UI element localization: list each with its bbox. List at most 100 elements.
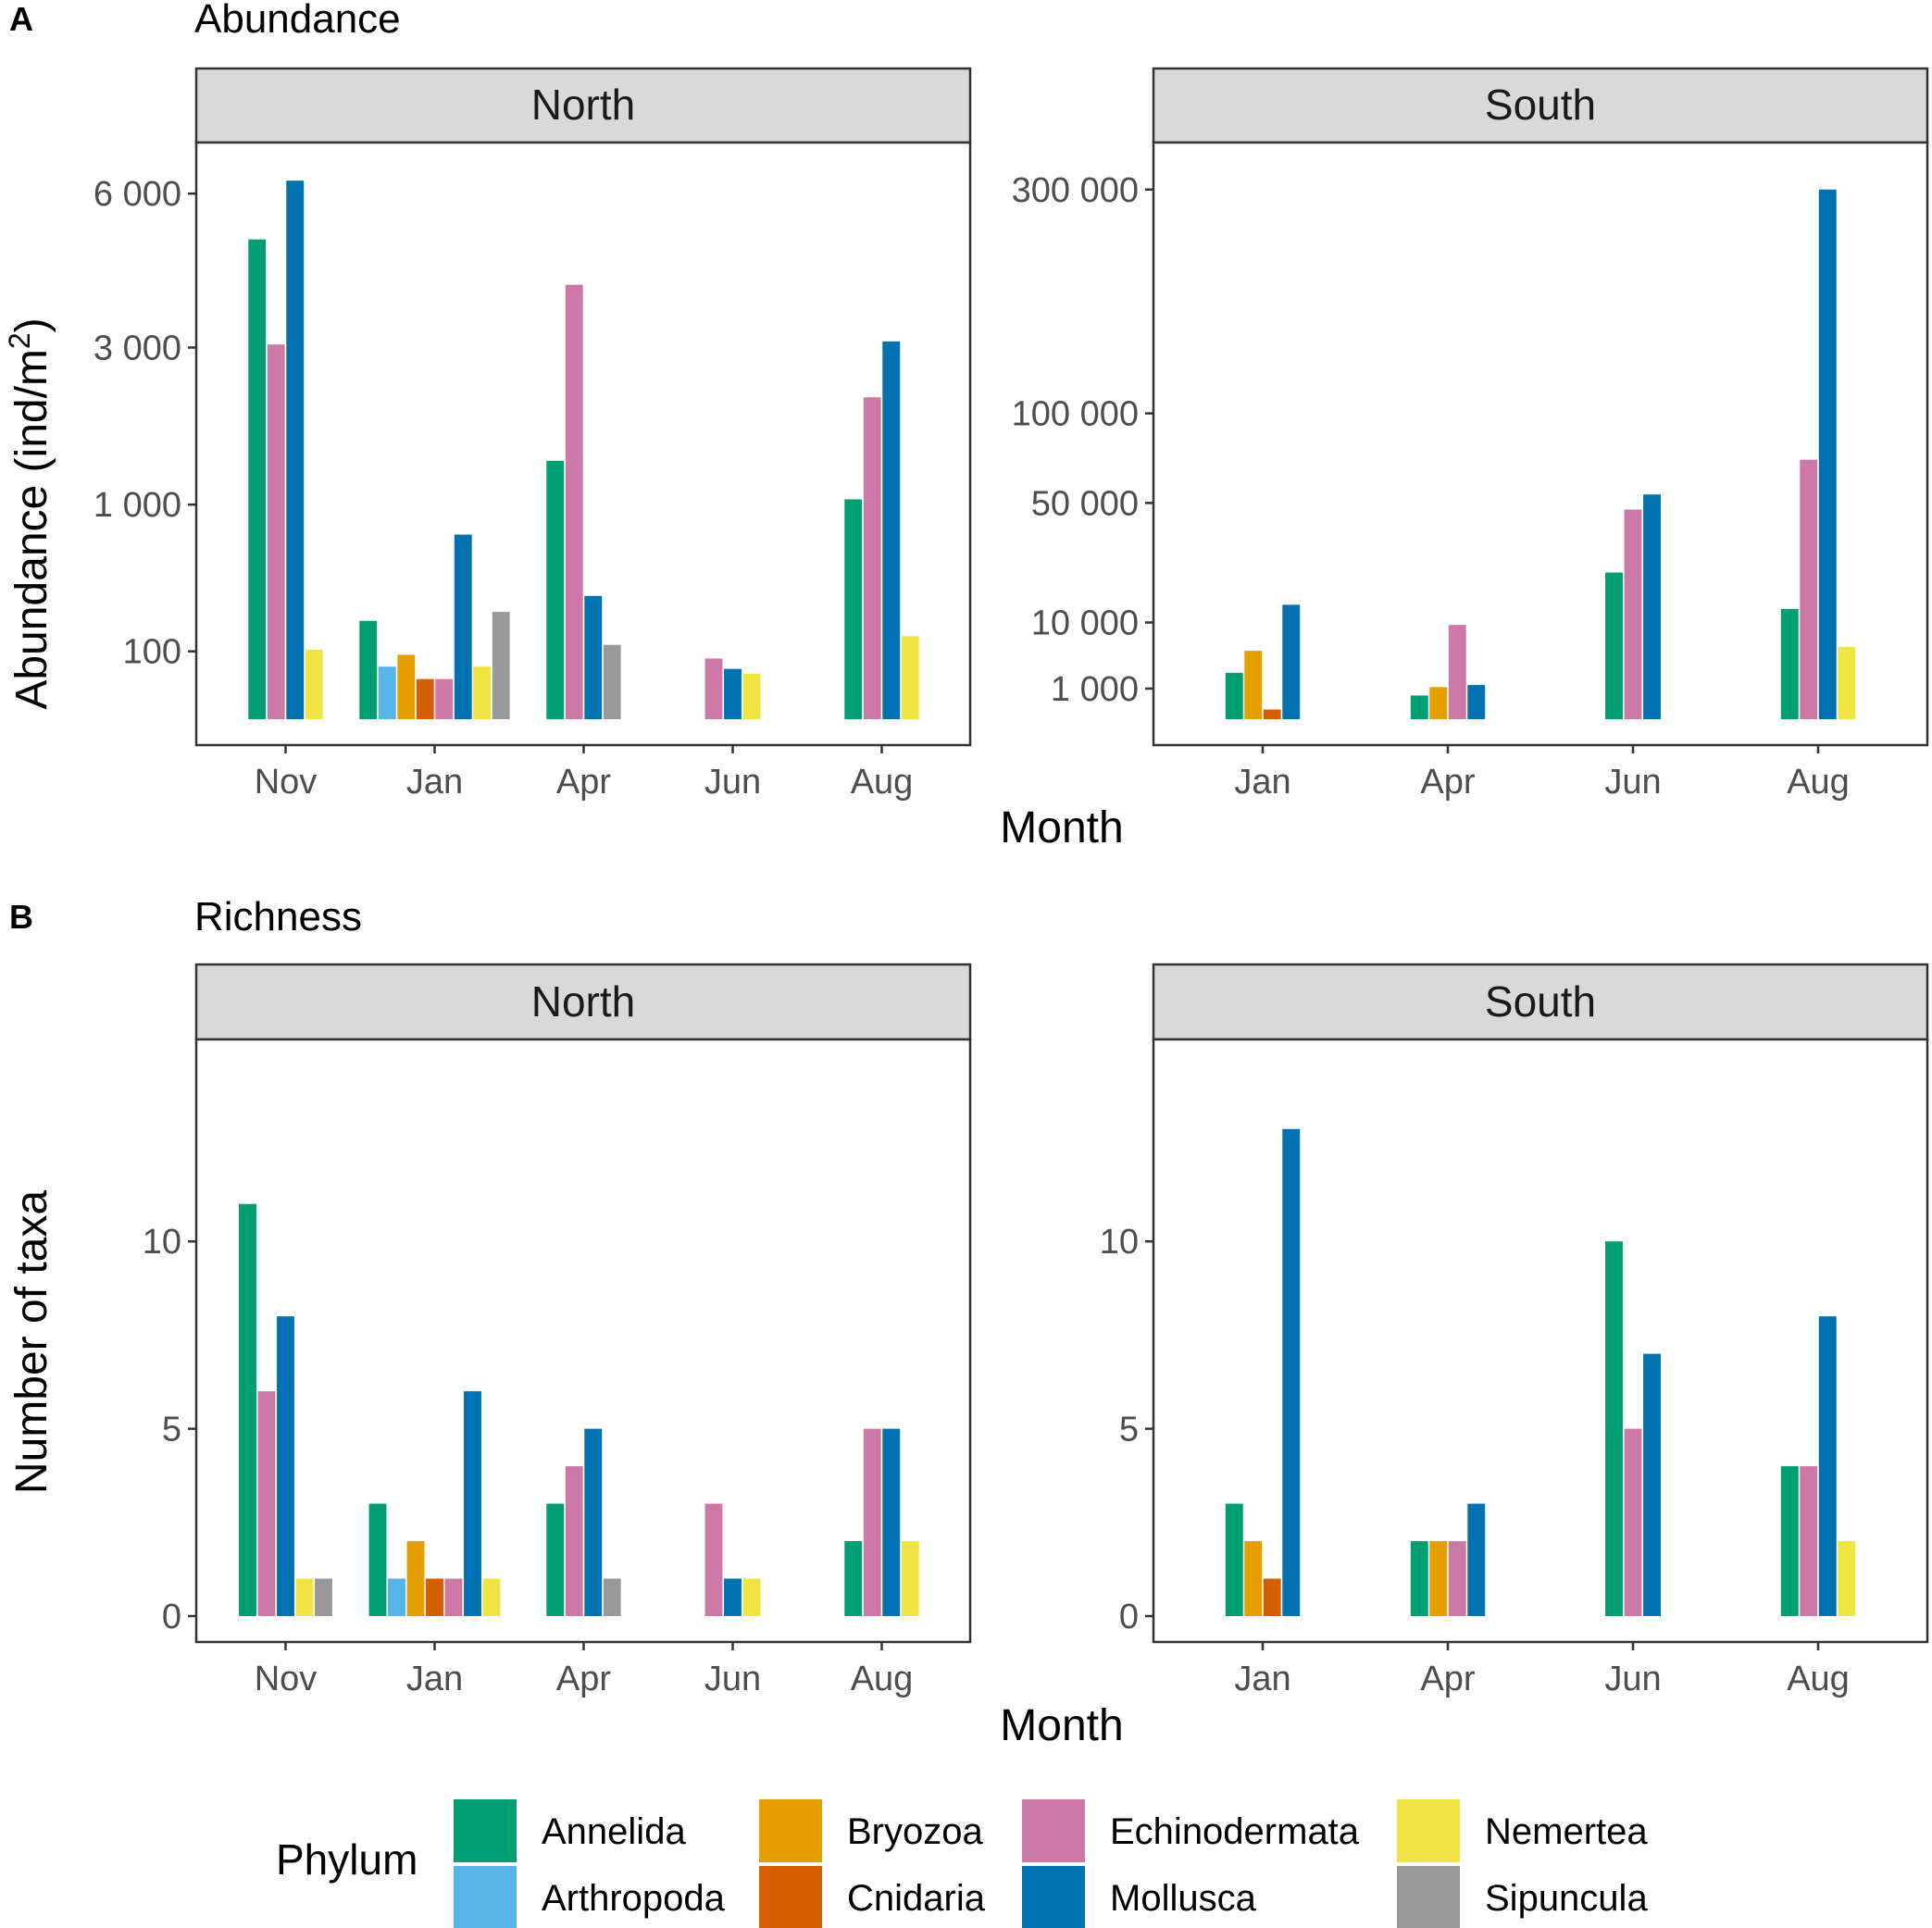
bar-group [1225,189,1856,719]
bar-nemertea-jan [482,1578,501,1616]
panel-a-letter: A [9,0,33,38]
richness-north-chart: North 0 5 10 Nov Jan Apr Jun Aug [143,963,972,1698]
legend-key-bryozoa [759,1799,822,1862]
x-tick-label: Jun [1604,763,1661,802]
panel-a-xlabel: Month [1000,803,1123,852]
bar-sipuncula-apr [603,1578,621,1616]
bar-mollusca-apr [1467,685,1486,719]
bar-group [239,1203,919,1616]
bar-mollusca-jun [724,1578,742,1616]
bar-echinodermata-nov [257,1391,276,1616]
bar-annelida-apr [1410,1541,1428,1616]
legend-key-mollusca [1022,1866,1085,1928]
x-tick-label: Jun [1604,1660,1661,1698]
x-tick-label: Aug [1787,1660,1850,1698]
x-tick-label: Jan [1234,763,1290,802]
plot-area [194,1038,972,1644]
y-tick-label: 5 [1119,1411,1139,1449]
plot-area [194,141,972,747]
y-tick-label: 10 [143,1223,181,1262]
bar-annelida-aug [844,1541,863,1616]
bar-group [248,180,919,720]
bar-nemertea-jun [742,1578,761,1616]
bar-nemertea-aug [1838,646,1856,719]
bar-mollusca-jun [724,668,742,719]
bar-mollusca-nov [286,180,305,720]
y-tick-label: 1 000 [1051,670,1139,709]
y-tick-label: 5 [162,1411,181,1449]
legend-title: Phylum [276,1835,418,1884]
bar-echinodermata-jun [704,1503,723,1616]
bar-mollusca-jan [464,1391,481,1616]
facet-strip [194,67,972,144]
bar-sipuncula-nov [315,1578,332,1616]
x-tick-label: Nov [255,1660,318,1698]
legend-key-annelida [454,1799,517,1862]
x-tick-label: Jan [406,1660,463,1698]
facet-label: South [1485,977,1596,1026]
bar-sipuncula-jan [492,612,510,719]
bar-mollusca-aug [1818,1316,1837,1616]
y-tick-label: 100 000 [1012,395,1139,434]
x-tick-label: Jan [406,763,463,802]
x-tick-label: Apr [1420,1660,1475,1698]
legend: Phylum Annelida Arthropoda Bryozoa Cnidaria… [276,1799,1648,1928]
legend-label: Sipuncula [1485,1878,1648,1919]
facet-label: South [1485,81,1596,129]
y-tick-label: 1 000 [93,486,181,525]
bar-bryozoa-apr [1429,687,1448,719]
bar-echinodermata-apr [565,284,583,719]
y-tick-label: 6 000 [93,175,181,214]
facet-strip [194,963,972,1041]
panel-a-title: Abundance [194,0,401,42]
bar-arthropoda-jan [378,666,396,719]
legend-label: Arthropoda [542,1878,726,1919]
bar-mollusca-aug [882,1428,901,1616]
x-tick-label: Apr [556,1660,611,1698]
bar-mollusca-jun [1643,1353,1661,1616]
x-tick-label: Nov [255,763,318,802]
bar-echinodermata-jun [704,658,723,719]
bar-mollusca-jan [454,534,472,719]
bar-annelida-aug [1780,608,1799,719]
x-tick-label: Apr [556,763,611,802]
bar-nemertea-aug [901,636,919,719]
x-tick-label: Aug [851,763,914,802]
bar-annelida-apr [546,460,565,719]
facet-label: North [531,81,635,129]
bar-bryozoa-jan [1244,1541,1263,1616]
bar-echinodermata-aug [1800,459,1818,719]
bar-echinodermata-apr [1448,625,1466,719]
bar-bryozoa-jan [397,654,416,719]
legend-label: Cnidaria [847,1878,986,1919]
y-tick-label: 3 000 [93,329,181,367]
bar-annelida-jan [359,620,378,719]
bar-mollusca-jan [1282,1128,1301,1616]
y-tick-label: 50 000 [1031,484,1139,523]
panel-b-ylabel: Number of taxa [7,1190,56,1494]
bar-cnidaria-jan [1263,1578,1281,1616]
bar-annelida-nov [239,1203,256,1616]
bar-annelida-jun [1605,1241,1623,1616]
panel-a-ylabel: Abundance (ind/m2) [3,317,56,709]
legend-label: Bryozoa [847,1811,983,1852]
bar-mollusca-aug [1818,189,1837,719]
bar-mollusca-aug [882,341,901,719]
legend-key-sipuncula [1397,1866,1460,1928]
bar-echinodermata-jan [435,678,454,719]
facet-label: North [531,977,635,1026]
bar-nemertea-aug [901,1541,919,1616]
bar-echinodermata-aug [863,1428,881,1616]
facet-strip [1152,963,1929,1041]
legend-label: Nemertea [1485,1811,1648,1852]
bar-annelida-jan [1225,1503,1243,1616]
bar-arthropoda-jan [388,1578,405,1616]
x-tick-label: Jun [704,1660,761,1698]
richness-south-chart: South 0 5 10 Jan Apr Jun Aug [1100,963,1929,1698]
bar-mollusca-apr [1467,1503,1486,1616]
x-tick-label: Apr [1420,763,1475,802]
bar-echinodermata-nov [267,344,285,719]
bar-annelida-apr [1410,695,1428,719]
bar-mollusca-jun [1643,494,1661,719]
y-tick-label: 10 [1100,1223,1139,1262]
